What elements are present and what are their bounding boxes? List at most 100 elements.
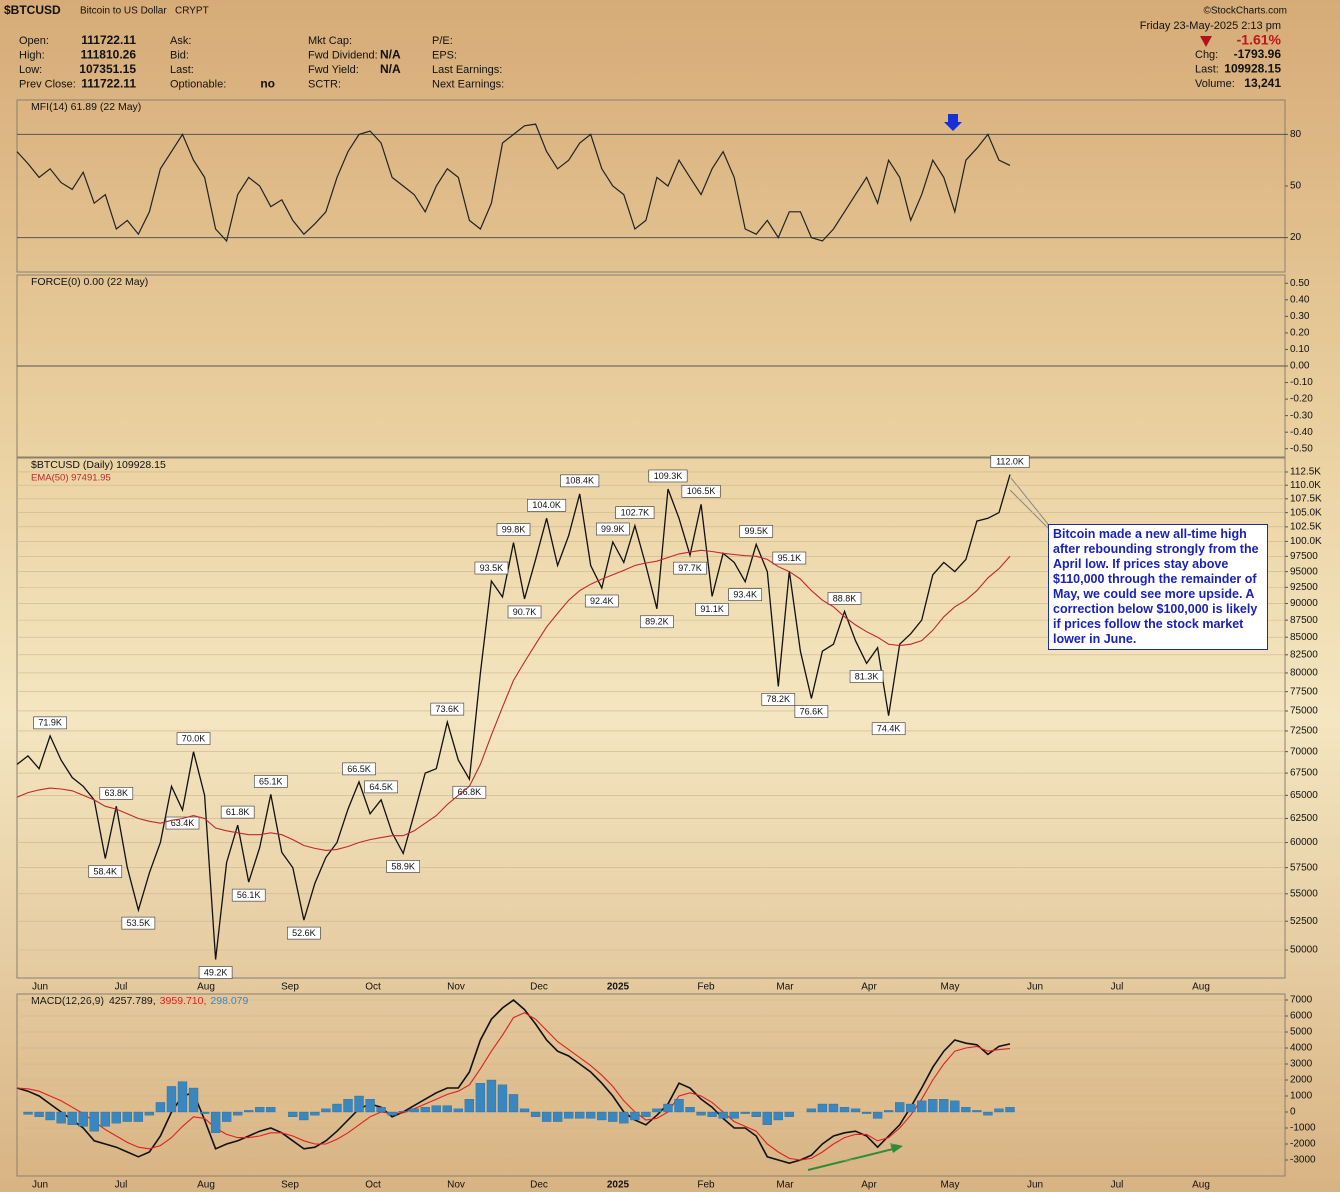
- y-tick-label: 0.00: [1290, 361, 1310, 372]
- y-tick-label: 90000: [1290, 598, 1318, 609]
- y-tick-label: 95000: [1290, 566, 1318, 577]
- x-tick-label: Sep: [281, 982, 299, 993]
- histogram-bar: [442, 1105, 452, 1113]
- field-label: Prev Close:: [19, 78, 76, 90]
- field-label: Bid:: [170, 49, 189, 61]
- macd-line: [16, 1012, 1011, 1161]
- y-tick-label: 57500: [1290, 862, 1318, 873]
- histogram-bar: [817, 1103, 828, 1113]
- y-tick-label: 105.0K: [1290, 507, 1322, 518]
- histogram-bar: [850, 1108, 861, 1113]
- legend-entry: 4257.789,: [109, 995, 156, 1007]
- histogram-bar: [685, 1107, 695, 1113]
- legend-entry: 3959.710,: [160, 995, 207, 1007]
- y-tick-label: 67500: [1290, 768, 1318, 779]
- value-label: 109.3K: [654, 471, 683, 481]
- value-label: 99.5K: [744, 526, 768, 536]
- x-tick-label: Apr: [861, 1180, 877, 1191]
- value-label: 81.3K: [855, 671, 879, 681]
- value-label: 70.0K: [182, 734, 206, 744]
- histogram-bar: [233, 1111, 243, 1116]
- x-tick-label: Apr: [861, 982, 877, 993]
- legend-entry: 298.079: [210, 995, 248, 1007]
- field-label: Next Earnings:: [432, 78, 504, 90]
- value-label: 106.5K: [687, 486, 716, 496]
- histogram-bar: [221, 1111, 232, 1122]
- value-label-box: [648, 469, 688, 483]
- histogram-bar: [431, 1105, 441, 1113]
- y-tick-label: 0.20: [1290, 328, 1310, 339]
- histogram-bar: [244, 1110, 254, 1113]
- field-label: Volume:: [1195, 78, 1235, 90]
- value-label-box: [364, 780, 398, 794]
- x-tick-label: Mar: [776, 982, 794, 993]
- y-tick-label: 80: [1290, 129, 1302, 140]
- histogram-bar: [321, 1108, 331, 1113]
- x-tick-label: Jun: [32, 982, 48, 993]
- value-label: 58.9K: [391, 861, 415, 871]
- histogram-bar: [883, 1110, 894, 1113]
- field-label: P/E:: [432, 35, 453, 47]
- field-label: Ask:: [170, 35, 191, 47]
- y-tick-label: 1000: [1290, 1091, 1313, 1102]
- x-tick-label: Jul: [115, 982, 128, 993]
- histogram-bar: [751, 1111, 761, 1117]
- y-tick-label: 0.50: [1290, 278, 1310, 289]
- histogram-bar: [663, 1103, 673, 1113]
- x-tick-label: Jun: [1027, 982, 1043, 993]
- panel: [16, 993, 1286, 1177]
- value-label: 63.4K: [171, 818, 195, 828]
- histogram-bar: [586, 1111, 596, 1119]
- value-label-box: [595, 522, 630, 536]
- value-label-box: [527, 498, 567, 512]
- value-label: 99.8K: [502, 524, 526, 534]
- histogram-bar: [155, 1102, 166, 1113]
- change-pct: -1.61%: [1237, 32, 1282, 48]
- y-tick-label: 50: [1290, 181, 1302, 192]
- field-label: Optionable:: [170, 78, 226, 90]
- y-tick-label: 65000: [1290, 790, 1318, 801]
- histogram-bar: [133, 1111, 144, 1122]
- value-label-box: [253, 775, 288, 788]
- value-label-box: [430, 702, 465, 716]
- field-label: Last Earnings:: [432, 64, 502, 76]
- field-label: Last:: [1195, 63, 1219, 75]
- value-label: 52.6K: [292, 928, 316, 938]
- x-tick-label: Jul: [115, 1180, 128, 1191]
- histogram-bar: [597, 1111, 607, 1121]
- histogram-bar: [508, 1094, 519, 1113]
- x-tick-label: May: [941, 982, 960, 993]
- x-tick-label: May: [941, 1180, 960, 1191]
- y-tick-label: 52500: [1290, 916, 1318, 927]
- value-label-box: [739, 525, 774, 538]
- trend-arrow: [807, 1148, 894, 1171]
- y-tick-label: -3000: [1290, 1155, 1316, 1166]
- field-label: Last:: [170, 64, 194, 76]
- value-label-box: [827, 592, 862, 605]
- histogram-bar: [188, 1087, 199, 1113]
- x-tick-label: Sep: [281, 1180, 299, 1191]
- exchange: CRYPT: [175, 6, 209, 17]
- y-tick-label: -1000: [1290, 1123, 1316, 1134]
- y-tick-label: 70000: [1290, 746, 1318, 757]
- value-label-box: [615, 506, 655, 520]
- y-tick-label: 100.0K: [1290, 536, 1322, 547]
- histogram-bar: [365, 1099, 375, 1113]
- value-label: 73.6K: [436, 704, 460, 714]
- value-label: 92.4K: [590, 596, 614, 606]
- value-label-box: [88, 865, 123, 878]
- value-label-box: [507, 605, 542, 619]
- value-label-box: [681, 484, 721, 498]
- y-tick-label: 50000: [1290, 945, 1318, 956]
- histogram-bar: [917, 1100, 927, 1113]
- value-label-box: [871, 722, 906, 736]
- histogram-bar: [122, 1111, 132, 1122]
- y-tick-label: 0.40: [1290, 294, 1310, 305]
- value-label-box: [772, 551, 807, 565]
- value-label: 108.4K: [565, 476, 594, 486]
- value-label-box: [794, 705, 829, 718]
- x-tick-label: Oct: [365, 1180, 381, 1191]
- value-label: 65.1K: [259, 776, 283, 786]
- histogram-bar: [255, 1107, 265, 1113]
- histogram-bar: [674, 1099, 684, 1113]
